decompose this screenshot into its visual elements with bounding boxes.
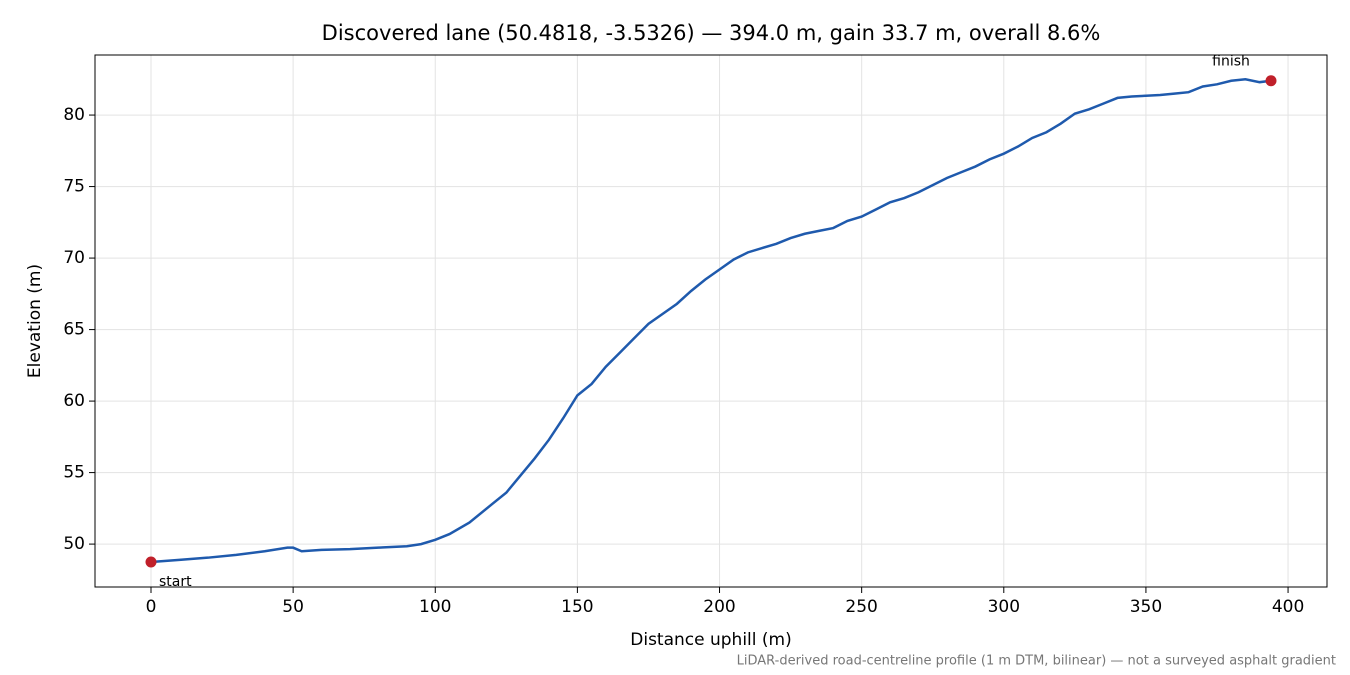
chart-title: Discovered lane (50.4818, -3.5326) — 394…	[322, 21, 1101, 45]
x-tick-label: 300	[988, 597, 1020, 617]
marker	[145, 556, 157, 568]
marker-label: finish	[1212, 54, 1250, 70]
x-axis-label: Distance uphill (m)	[630, 630, 791, 650]
x-tick-label: 0	[146, 597, 157, 617]
x-tick-label: 200	[703, 597, 735, 617]
x-tick-label: 250	[845, 597, 877, 617]
marker	[1265, 75, 1277, 87]
x-tick-label: 150	[561, 597, 593, 617]
y-tick-label: 75	[63, 177, 85, 197]
y-tick-label: 65	[63, 320, 85, 340]
x-tick-label: 50	[282, 597, 304, 617]
x-tick-label: 100	[419, 597, 451, 617]
y-tick-label: 50	[63, 534, 85, 554]
marker-label: start	[159, 574, 192, 590]
y-tick-label: 70	[63, 248, 85, 268]
y-tick-label: 60	[63, 391, 85, 411]
y-tick-label: 55	[63, 463, 85, 483]
plot-frame	[94, 54, 1328, 588]
y-tick-label: 80	[63, 105, 85, 125]
x-tick-label: 400	[1272, 597, 1304, 617]
line	[150, 78, 1272, 564]
x-tick-label: 350	[1130, 597, 1162, 617]
footnote: LiDAR-derived road-centreline profile (1…	[737, 654, 1336, 669]
y-axis-label: Elevation (m)	[25, 264, 45, 378]
